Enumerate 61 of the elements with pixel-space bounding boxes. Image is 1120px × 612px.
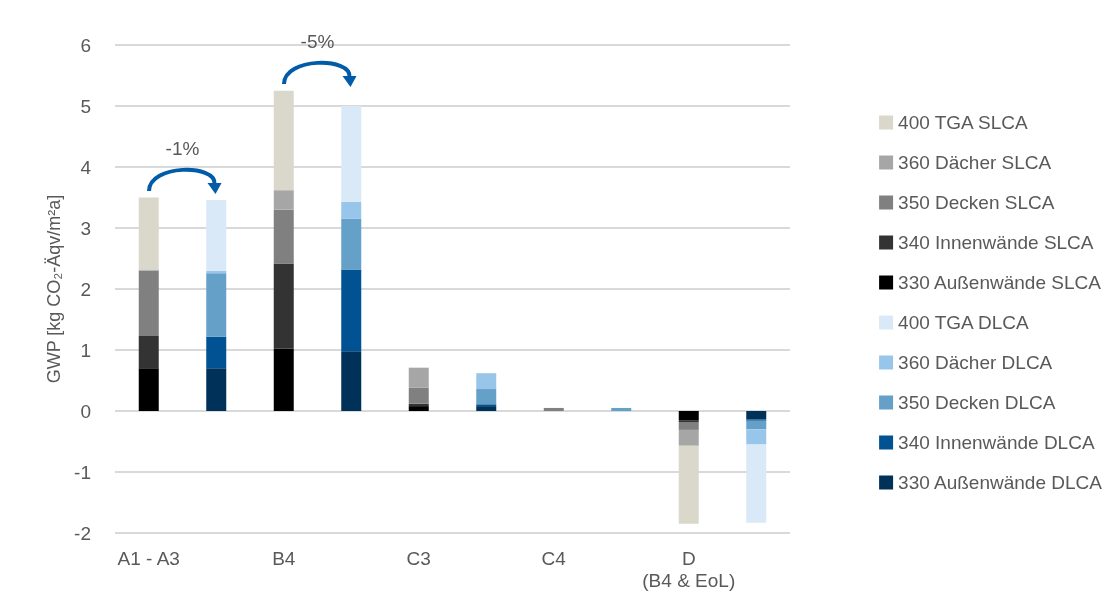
bar (273, 209, 294, 264)
legend-label: 330 Außenwände SLCA (898, 272, 1102, 293)
bar (138, 368, 159, 411)
annotation: -5% (300, 30, 335, 53)
bar (746, 411, 767, 420)
bar (678, 445, 699, 524)
y-tick-label: 0 (80, 400, 91, 422)
bar (678, 421, 699, 430)
annotation: -1% (165, 137, 200, 160)
y-tick-label: 4 (80, 156, 92, 178)
bar (273, 348, 294, 411)
bar (341, 106, 362, 202)
x-tick-label: B4 (272, 547, 296, 569)
bar (746, 420, 767, 430)
bar (138, 335, 159, 369)
bar (341, 218, 362, 270)
bar (341, 201, 362, 219)
bar (476, 406, 497, 411)
legend-label: 400 TGA SLCA (898, 112, 1028, 133)
y-axis-title: GWP [kg CO₂-Äqv/m²a] (44, 194, 64, 384)
bar (611, 407, 632, 411)
bar (476, 389, 497, 405)
x-tick-label: D (B4 & EoL) (642, 547, 736, 591)
bar (746, 429, 767, 445)
bar (408, 406, 429, 411)
y-tick-label: -1 (74, 461, 91, 483)
legend-label: 400 TGA DLCA (898, 312, 1030, 333)
x-tick-label: A1 - A3 (117, 547, 180, 569)
legend-label: 340 Innenwände SLCA (898, 232, 1094, 253)
bar (408, 387, 429, 404)
bar (206, 273, 227, 337)
bar (273, 263, 294, 349)
x-tick-label: C3 (406, 547, 431, 569)
bar (746, 444, 767, 523)
bar (138, 197, 159, 270)
legend-label: 360 Dächer SLCA (898, 152, 1052, 173)
y-tick-label: 3 (80, 217, 91, 239)
y-tick-label: 2 (80, 278, 91, 300)
bar (341, 351, 362, 411)
bar (678, 411, 699, 421)
legend-label: 330 Außenwände DLCA (898, 472, 1103, 493)
bar (273, 90, 294, 191)
bar (408, 367, 429, 388)
bar (206, 368, 227, 411)
y-tick-label: 1 (80, 339, 91, 361)
bar (476, 373, 497, 390)
y-tick-label: 6 (80, 34, 91, 56)
legend-label: 360 Dächer DLCA (898, 352, 1053, 373)
legend-label: 350 Decken DLCA (898, 392, 1056, 413)
x-tick-label: C4 (541, 547, 567, 569)
legend-label: 350 Decken SLCA (898, 192, 1055, 213)
bar (206, 199, 227, 271)
y-tick-label: 5 (80, 95, 91, 117)
bar (206, 336, 227, 369)
bar (341, 269, 362, 352)
bar (543, 407, 564, 411)
bar (273, 190, 294, 210)
y-tick-label: -2 (74, 522, 91, 544)
bar (138, 270, 159, 336)
legend-label: 340 Innenwände DLCA (898, 432, 1095, 453)
bar (678, 429, 699, 446)
